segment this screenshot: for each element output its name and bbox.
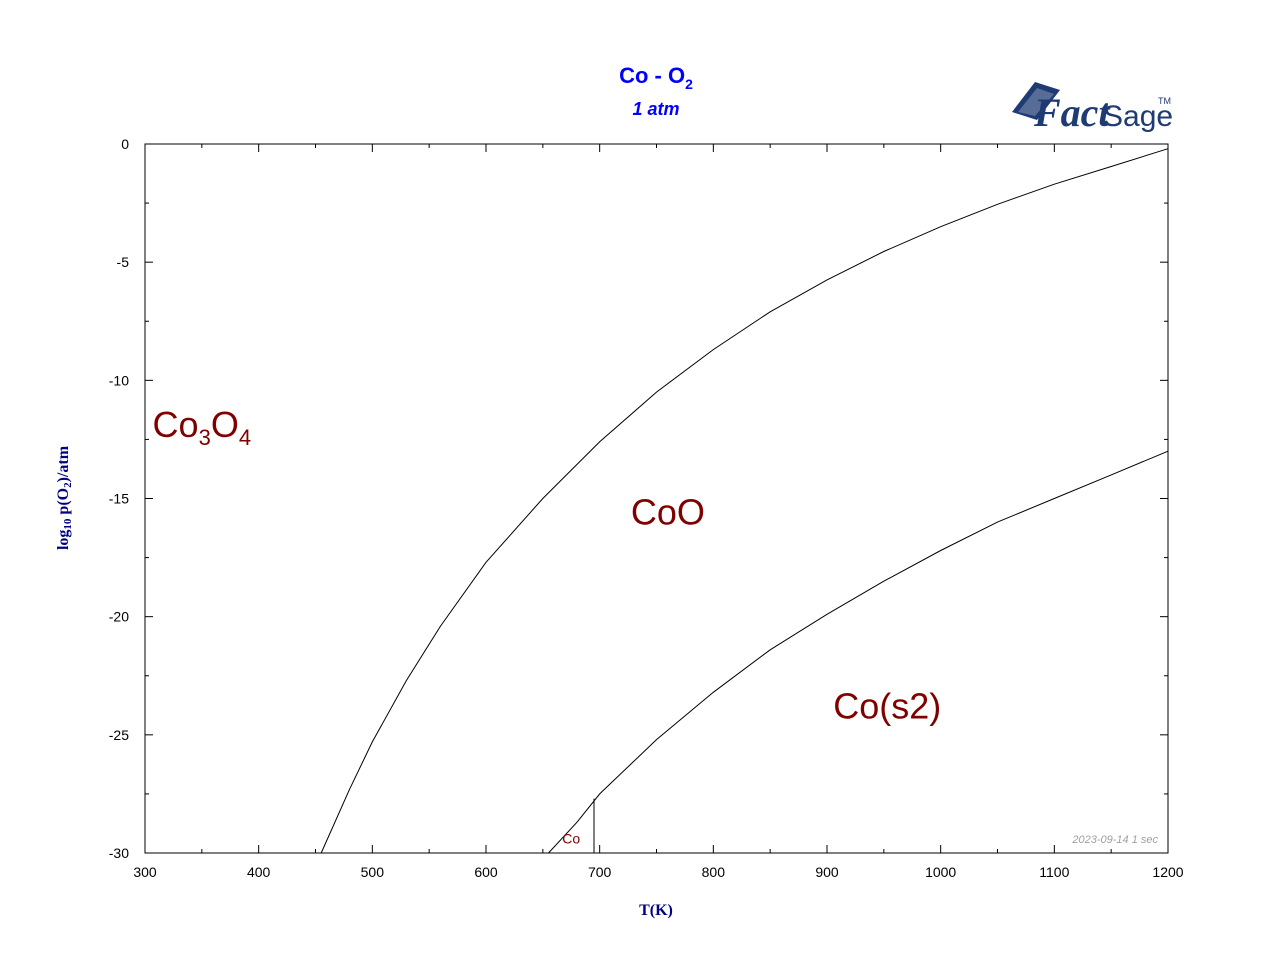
x-tick-label: 600	[474, 864, 498, 880]
x-tick-label: 800	[702, 864, 726, 880]
y-tick-label: -25	[109, 727, 129, 743]
x-axis-title: T(K)	[639, 902, 673, 919]
x-tick-label: 300	[133, 864, 157, 880]
x-tick-label: 700	[588, 864, 612, 880]
y-tick-label: 0	[121, 136, 129, 152]
phase-boundary-line-1	[320, 148, 1169, 854]
phase-label-2: CoO	[631, 491, 705, 532]
x-tick-label: 900	[815, 864, 839, 880]
x-tick-label: 1100	[1039, 864, 1069, 880]
x-tick-label: 400	[247, 864, 271, 880]
x-tick-label: 1200	[1152, 864, 1183, 880]
logo-mark-icon	[1012, 82, 1060, 120]
factsage-logo: Fact Sage TM	[1012, 82, 1173, 135]
phase-boundaries	[320, 148, 1169, 854]
x-tick-labels: 300 400 500 600 700 800 900 1000 1100 1200	[133, 864, 1183, 880]
chart-subtitle: 1 atm	[632, 99, 679, 119]
logo-text-fact: Fact	[1033, 90, 1111, 135]
x-tick-label: 500	[361, 864, 385, 880]
chart-title: Co - O2	[619, 63, 693, 92]
timestamp-footer: 2023-09-14 1 sec	[1071, 834, 1158, 846]
y-axis-title: log10 p(O2)/atm	[55, 445, 74, 550]
phase-label-1: Co3O4	[153, 404, 252, 450]
phase-label-3: Co(s2)	[833, 685, 941, 726]
y-tick-label: -30	[109, 845, 129, 861]
phase-boundary-line-2	[548, 450, 1169, 854]
y-tick-labels: 0 -5 -10 -15 -20 -25 -30	[109, 136, 129, 861]
y-tick-label: -15	[109, 491, 129, 507]
y-tick-label: -10	[109, 372, 129, 388]
x-tick-label: 1000	[925, 864, 956, 880]
phase-label-4: Co	[562, 831, 580, 847]
logo-tm: TM	[1158, 96, 1171, 106]
y-tick-label: -20	[109, 609, 129, 625]
axis-ticks	[144, 143, 1169, 854]
phase-labels: Co3O4 CoO Co(s2) Co	[153, 404, 942, 846]
logo-text-sage: Sage	[1103, 100, 1173, 133]
y-tick-label: -5	[117, 254, 130, 270]
